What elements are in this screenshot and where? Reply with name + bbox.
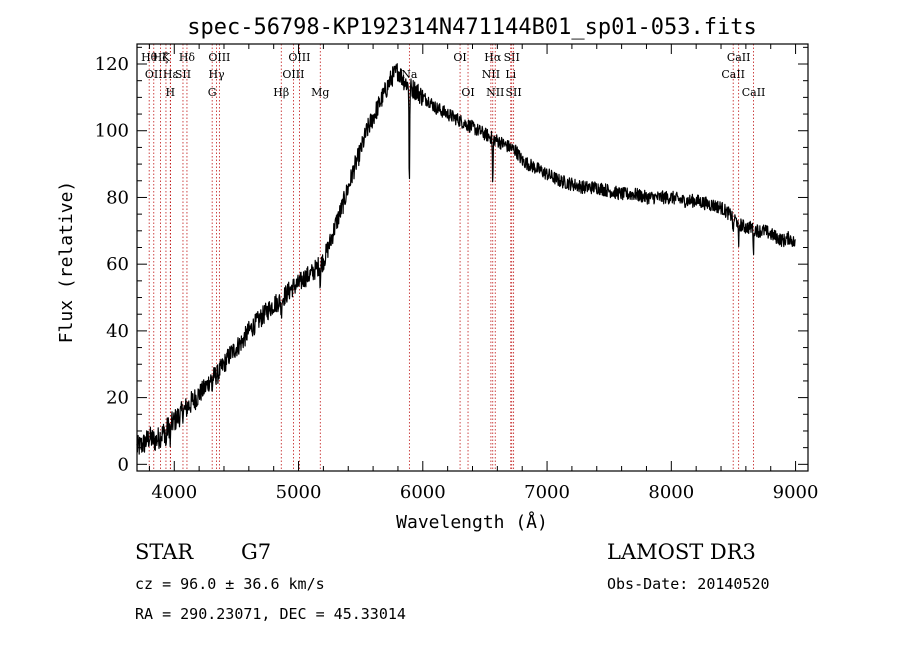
line-marker-label: OIII	[288, 51, 310, 64]
coordinates: RA = 290.23071, DEC = 45.33014	[135, 605, 406, 623]
line-marker-label: Hα	[484, 51, 502, 64]
chart-title: spec-56798-KP192314N471144B01_sp01-053.f…	[187, 15, 757, 40]
line-marker-label: Hγ	[208, 68, 225, 81]
y-tick-label: 100	[95, 121, 129, 142]
x-axis-ticks: 4000 5000 6000 7000 8000 9000	[148, 44, 819, 503]
line-marker-label: CaII	[721, 68, 745, 81]
line-marker-label: NII	[486, 86, 504, 99]
obs-date: Obs-Date: 20140520	[607, 575, 770, 593]
y-tick-label: 20	[106, 388, 129, 409]
y-tick-label: 60	[106, 254, 129, 275]
object-class: STAR	[135, 540, 194, 564]
x-tick-label: 5000	[276, 482, 322, 503]
line-marker-label: OI	[453, 51, 466, 64]
x-tick-label: 7000	[524, 482, 570, 503]
x-tick-label: 4000	[151, 482, 197, 503]
line-marker-label: SII	[506, 86, 522, 99]
line-marker-label: SII	[504, 51, 520, 64]
spectrum-line	[136, 63, 796, 455]
y-tick-label: 80	[106, 187, 129, 208]
y-axis-ticks: 0 20 40 60 80 100 120	[95, 46, 808, 475]
line-marker-label: OI	[461, 86, 474, 99]
line-marker-label: Hβ	[273, 86, 289, 99]
spectral-line-markers: HθOIIHζKHHεSIIHδGHγOIIIHβOIIIOIIIMgNaOIO…	[141, 44, 765, 471]
line-marker-label: OIII	[208, 51, 230, 64]
line-marker-label: G	[208, 86, 217, 99]
y-tick-label: 40	[106, 321, 129, 342]
line-marker-label: Li	[505, 68, 516, 81]
line-marker-label: Na	[401, 68, 418, 81]
line-marker-label: H	[166, 86, 176, 99]
redshift-value: cz = 96.0 ± 36.6 km/s	[135, 575, 325, 593]
x-tick-label: 9000	[773, 482, 819, 503]
y-axis-label: Flux (relative)	[56, 181, 77, 344]
plot-frame	[136, 43, 809, 472]
x-tick-label: 8000	[648, 482, 694, 503]
line-marker-label: K	[162, 51, 171, 64]
line-marker-label: CaII	[727, 51, 751, 64]
x-tick-label: 6000	[400, 482, 446, 503]
line-marker-label: Hθ	[141, 51, 158, 64]
line-marker-label: Hδ	[179, 51, 196, 64]
survey-name: LAMOST DR3	[607, 540, 756, 564]
line-marker-label: NII	[482, 68, 500, 81]
line-marker-label: SII	[175, 68, 191, 81]
line-marker-label: Hζ	[153, 51, 169, 64]
x-axis-label: Wavelength (Å)	[396, 511, 548, 533]
y-tick-label: 0	[118, 454, 129, 475]
y-tick-label: 120	[95, 54, 129, 75]
line-marker-label: Hε	[163, 68, 179, 81]
line-marker-label: OII	[145, 68, 163, 81]
line-marker-label: OIII	[282, 68, 304, 81]
object-subclass: G7	[241, 540, 271, 564]
line-marker-label: Mg	[311, 86, 329, 99]
line-marker-label: CaII	[742, 86, 766, 99]
